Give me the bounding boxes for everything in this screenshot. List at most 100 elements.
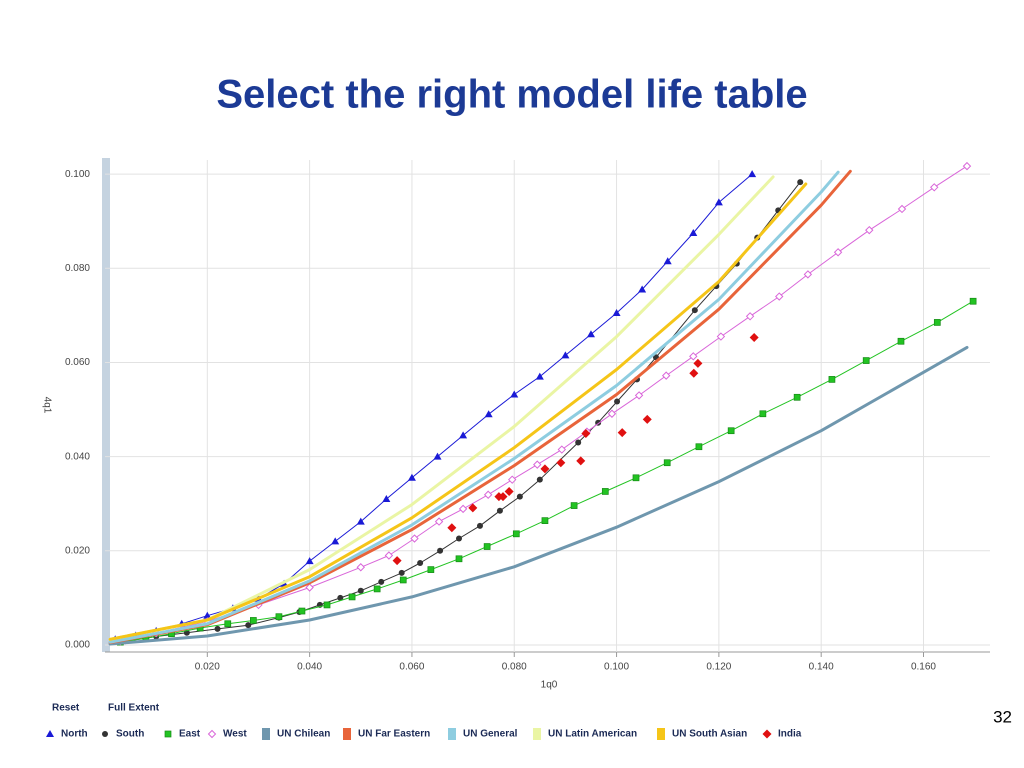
data-point: [969, 297, 977, 305]
data-point: [373, 585, 381, 593]
data-point: [689, 352, 698, 361]
data-point: [384, 551, 394, 560]
data-point: [275, 613, 283, 621]
y-tick-label: 0.040: [65, 451, 90, 462]
data-point: [378, 578, 385, 585]
data-point: [535, 372, 544, 380]
reset-button[interactable]: Reset: [52, 703, 80, 714]
data-point: [586, 330, 595, 338]
x-tick-label: 0.120: [706, 662, 731, 673]
data-point: [897, 337, 905, 345]
data-point: [862, 357, 870, 364]
legend: North South East West UN Chilean UN Far Easte…: [46, 728, 802, 740]
data-point: [693, 358, 703, 368]
data-point: [382, 494, 391, 502]
data-point: [468, 503, 478, 513]
y-axis-label: 4q1: [41, 397, 52, 414]
data-point: [556, 458, 566, 468]
legend-symbol: [102, 731, 108, 737]
data-point: [536, 476, 543, 483]
data-point: [638, 285, 647, 293]
x-tick-label: 0.020: [195, 662, 220, 673]
data-point: [689, 228, 698, 236]
plot-sidebar: [102, 158, 110, 652]
full-extent-button[interactable]: Full Extent: [108, 703, 160, 714]
legend-symbol: [262, 728, 270, 740]
data-point: [797, 179, 804, 186]
legend-label: India: [778, 729, 802, 740]
legend-symbol: [657, 728, 665, 740]
data-point: [570, 502, 578, 509]
data-point: [793, 393, 801, 401]
data-point: [689, 368, 699, 378]
data-point: [437, 547, 444, 554]
x-tick-label: 0.160: [911, 662, 936, 673]
data-point: [357, 587, 364, 594]
y-tick-label: 0.060: [65, 357, 90, 368]
series-line: [119, 165, 968, 642]
data-point: [561, 351, 570, 359]
legend-symbol: [343, 728, 351, 740]
data-point: [691, 307, 698, 314]
data-point: [581, 429, 591, 439]
data-point: [575, 439, 582, 446]
data-point: [714, 198, 723, 206]
data-point: [224, 620, 232, 628]
x-tick-label: 0.040: [297, 662, 322, 673]
data-point: [516, 493, 523, 500]
slide-title: Select the right model life table: [216, 73, 807, 117]
series-line: [108, 182, 808, 641]
data-point: [398, 569, 405, 576]
data-point: [392, 556, 402, 566]
data-point: [614, 398, 621, 405]
data-point: [759, 410, 767, 418]
x-tick-label: 0.080: [502, 662, 527, 673]
data-point: [748, 170, 757, 178]
data-point: [540, 464, 550, 474]
data-point: [775, 292, 784, 301]
legend-symbol: [762, 729, 772, 739]
x-axis-label: 1q0: [541, 680, 558, 691]
data-point: [897, 204, 907, 214]
data-point: [507, 475, 517, 484]
legend-label: UN Far Eastern: [358, 729, 430, 740]
data-point: [557, 445, 567, 454]
data-point: [203, 611, 212, 619]
data-point: [749, 332, 759, 342]
data-point: [483, 543, 491, 550]
data-point: [456, 535, 462, 542]
data-point: [455, 555, 463, 563]
data-point: [348, 593, 356, 601]
legend-label: North: [61, 729, 88, 740]
legend-label: West: [223, 729, 247, 740]
data-point: [745, 312, 755, 321]
data-point: [533, 460, 542, 469]
data-point: [399, 576, 407, 584]
y-tick-label: 0.100: [65, 169, 90, 180]
y-tick-label: 0.000: [65, 640, 90, 651]
data-point: [407, 473, 416, 481]
legend-symbol: [207, 729, 217, 739]
data-point: [331, 537, 340, 545]
data-point: [250, 617, 257, 624]
data-point: [305, 557, 314, 565]
data-point: [663, 257, 672, 265]
data-point: [727, 427, 735, 435]
data-point: [305, 583, 314, 592]
legend-symbol: [448, 728, 456, 740]
legend-label: East: [179, 729, 201, 740]
page-number: 32: [993, 707, 1012, 726]
y-tick-label: 0.020: [65, 545, 90, 556]
x-tick-label: 0.140: [809, 662, 834, 673]
data-point: [410, 534, 419, 543]
series-line: [108, 170, 840, 644]
legend-label: UN Chilean: [277, 729, 330, 740]
data-point: [433, 452, 442, 460]
legend-symbol: [46, 730, 54, 737]
data-point: [607, 409, 617, 418]
data-point: [617, 428, 627, 438]
data-point: [663, 459, 671, 467]
legend-label: UN Latin American: [548, 729, 637, 740]
data-point: [612, 309, 621, 317]
